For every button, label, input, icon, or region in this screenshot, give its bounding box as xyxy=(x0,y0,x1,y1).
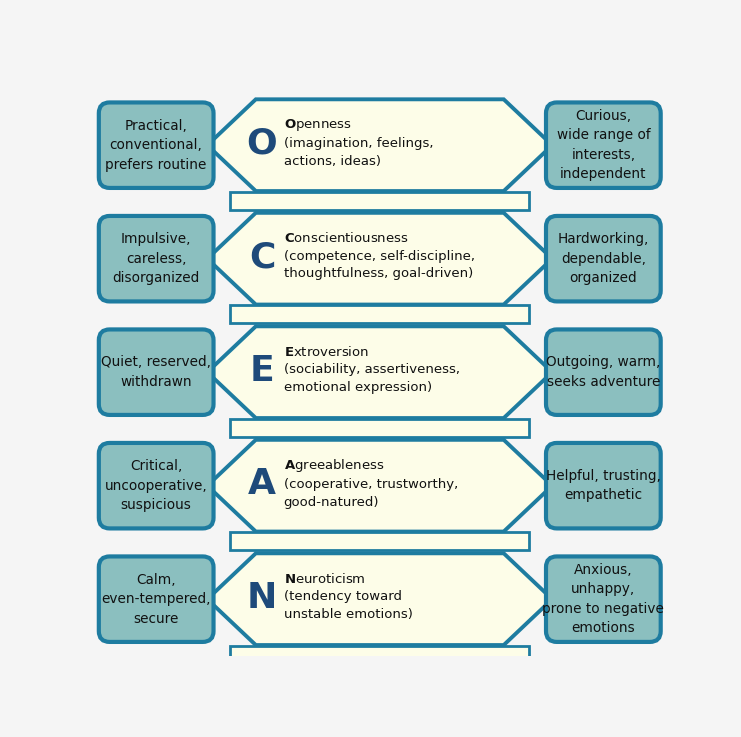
Text: A: A xyxy=(248,467,276,501)
FancyBboxPatch shape xyxy=(99,556,213,642)
Text: Helpful, trusting,
empathetic: Helpful, trusting, empathetic xyxy=(546,469,661,503)
FancyBboxPatch shape xyxy=(99,443,213,528)
Text: Curious,
wide range of
interests,
independent: Curious, wide range of interests, indepe… xyxy=(556,109,650,181)
Text: Calm,
even-tempered,
secure: Calm, even-tempered, secure xyxy=(102,573,211,626)
Text: E: E xyxy=(250,354,274,388)
FancyBboxPatch shape xyxy=(546,329,661,415)
Text: C: C xyxy=(249,240,275,274)
Text: Anxious,
unhappy,
prone to negative
emotions: Anxious, unhappy, prone to negative emot… xyxy=(542,563,664,635)
Polygon shape xyxy=(230,646,529,663)
FancyBboxPatch shape xyxy=(546,556,661,642)
FancyBboxPatch shape xyxy=(546,443,661,528)
Polygon shape xyxy=(207,326,552,418)
Polygon shape xyxy=(207,440,552,531)
Text: $\mathbf{C}$onscientiousness
(competence, self-discipline,
thoughtfulness, goal-: $\mathbf{C}$onscientiousness (competence… xyxy=(284,231,475,280)
Polygon shape xyxy=(230,419,529,436)
FancyBboxPatch shape xyxy=(99,329,213,415)
Text: N: N xyxy=(247,581,277,615)
Polygon shape xyxy=(230,305,529,323)
Polygon shape xyxy=(230,532,529,550)
Text: $\mathbf{N}$euroticism
(tendency toward
unstable emotions): $\mathbf{N}$euroticism (tendency toward … xyxy=(284,572,413,621)
FancyBboxPatch shape xyxy=(99,102,213,188)
Text: Practical,
conventional,
prefers routine: Practical, conventional, prefers routine xyxy=(105,119,207,172)
Text: Quiet, reserved,
withdrawn: Quiet, reserved, withdrawn xyxy=(102,355,211,389)
Text: O: O xyxy=(247,127,277,161)
Polygon shape xyxy=(207,213,552,304)
FancyBboxPatch shape xyxy=(546,216,661,301)
FancyBboxPatch shape xyxy=(546,102,661,188)
Text: Impulsive,
careless,
disorganized: Impulsive, careless, disorganized xyxy=(113,232,200,285)
Polygon shape xyxy=(230,192,529,209)
Text: Outgoing, warm,
seeks adventure: Outgoing, warm, seeks adventure xyxy=(546,355,660,389)
Text: $\mathbf{O}$penness
(imagination, feelings,
actions, ideas): $\mathbf{O}$penness (imagination, feelin… xyxy=(284,116,433,167)
Text: $\mathbf{A}$greeableness
(cooperative, trustworthy,
good-natured): $\mathbf{A}$greeableness (cooperative, t… xyxy=(284,457,458,509)
Text: Hardworking,
dependable,
organized: Hardworking, dependable, organized xyxy=(558,232,649,285)
Text: Critical,
uncooperative,
suspicious: Critical, uncooperative, suspicious xyxy=(104,459,207,512)
Polygon shape xyxy=(207,99,552,191)
Polygon shape xyxy=(207,553,552,645)
Text: $\mathbf{E}$xtroversion
(sociability, assertiveness,
emotional expression): $\mathbf{E}$xtroversion (sociability, as… xyxy=(284,345,459,394)
FancyBboxPatch shape xyxy=(99,216,213,301)
